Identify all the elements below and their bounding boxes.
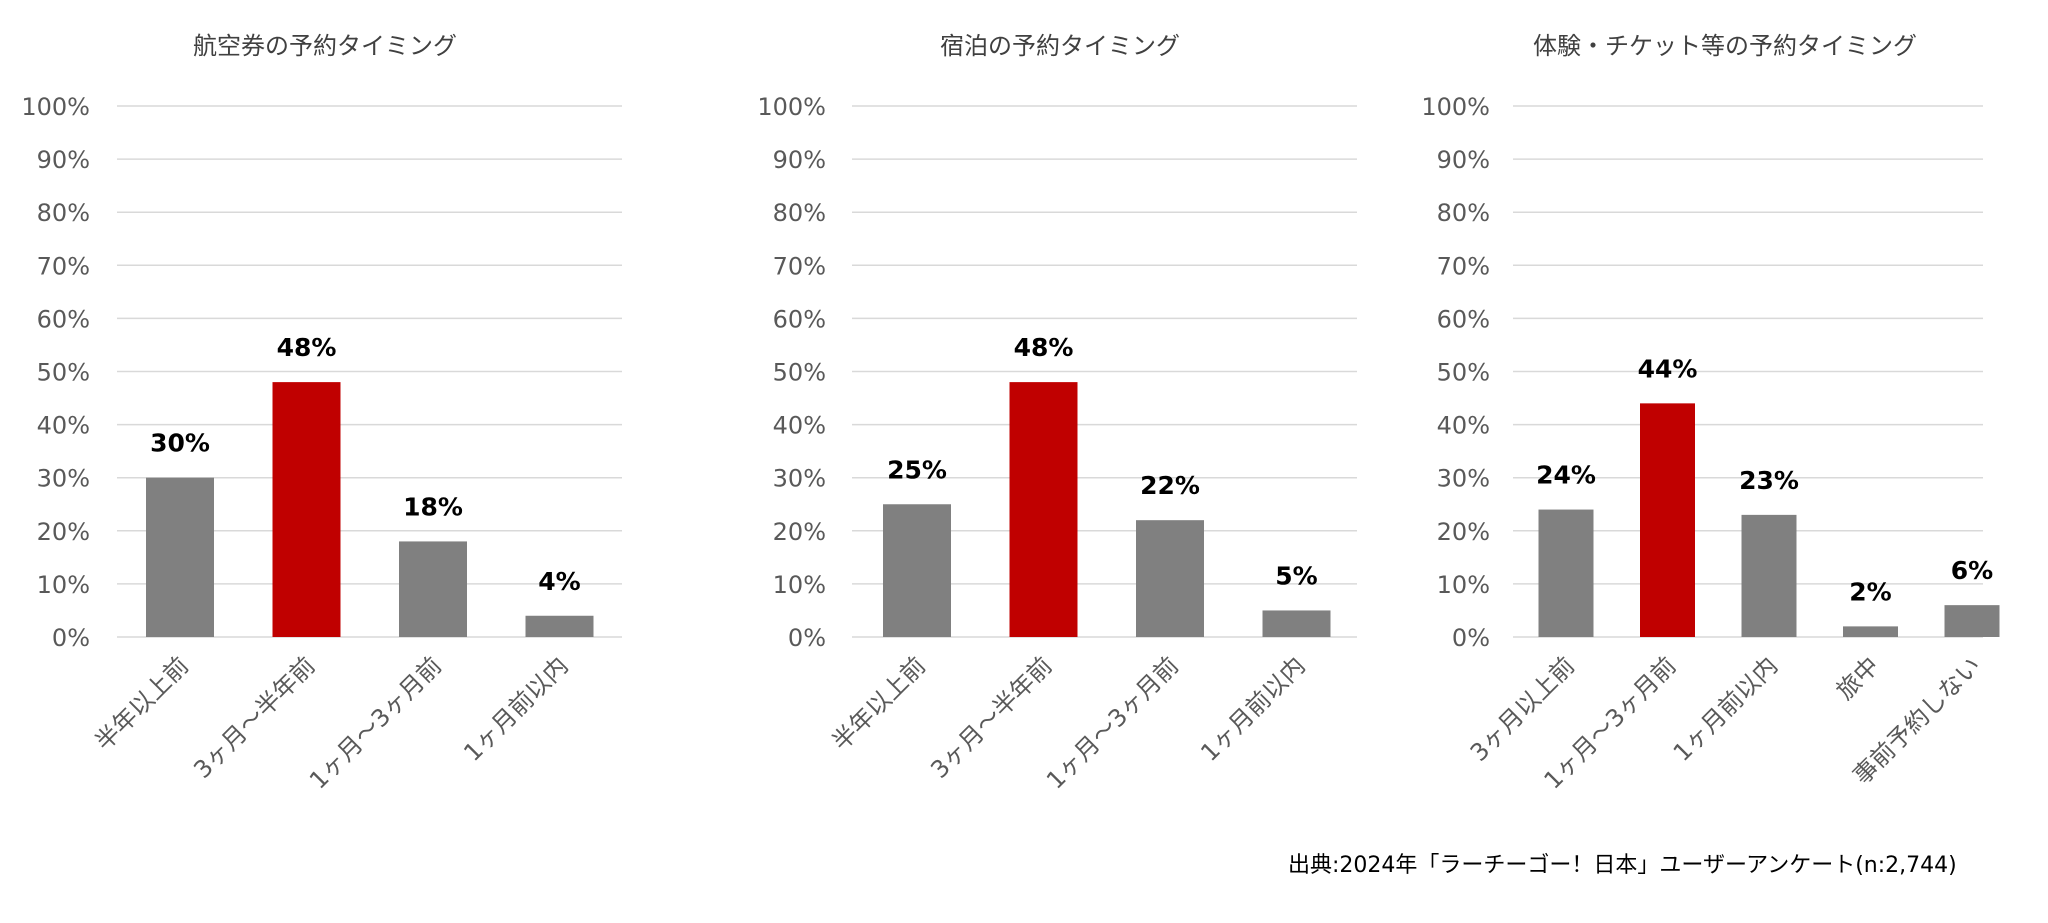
- y-tick-label: 20%: [37, 518, 90, 546]
- data-label: 25%: [887, 455, 947, 484]
- category-label: 旅中: [1831, 651, 1885, 705]
- bar-value: [1944, 605, 2000, 637]
- category-label: 1ヶ月～3ヶ月前: [1041, 651, 1184, 794]
- category-label: 1ヶ月前以内: [1195, 651, 1310, 766]
- category-label: 1ヶ月～3ヶ月前: [304, 651, 447, 794]
- y-tick-label: 30%: [773, 465, 826, 493]
- y-tick-label: 10%: [1437, 571, 1490, 599]
- data-label: 23%: [1739, 466, 1799, 495]
- chart-3: 体験・チケット等の予約タイミング 0% 10% 20% 30% 40% 50% 60% 70% 8…: [1421, 32, 2000, 795]
- y-tick-label: 90%: [1437, 146, 1490, 174]
- category-label: 1ヶ月前以内: [458, 651, 573, 766]
- category-label: 3ヶ月～半年前: [925, 651, 1057, 783]
- y-tick-label: 50%: [37, 359, 90, 387]
- y-tick-label: 0%: [1452, 624, 1490, 652]
- y-tick-label: 60%: [37, 305, 90, 333]
- bar-value: [1741, 514, 1797, 637]
- y-tick-label: 100%: [21, 93, 90, 121]
- category-label: 半年以上前: [827, 651, 932, 756]
- chart-title: 航空券の予約タイミング: [193, 32, 457, 60]
- y-tick-label: 0%: [788, 624, 826, 652]
- y-tick-label: 50%: [773, 359, 826, 387]
- bar-highlight: [272, 382, 341, 637]
- y-tick-label: 60%: [773, 305, 826, 333]
- bar-value: [1262, 610, 1331, 637]
- bar-value: [1843, 626, 1898, 637]
- y-tick-label: 20%: [1437, 518, 1490, 546]
- y-tick-label: 10%: [773, 571, 826, 599]
- category-label: 1ヶ月前以内: [1668, 651, 1783, 766]
- chart-title: 宿泊の予約タイミング: [940, 32, 1180, 60]
- y-tick-label: 80%: [37, 199, 90, 227]
- data-label: 48%: [1014, 333, 1074, 362]
- data-label: 22%: [1140, 471, 1200, 500]
- y-tick-label: 100%: [757, 93, 826, 121]
- data-label: 44%: [1638, 354, 1698, 383]
- chart-1: 航空券の予約タイミング 0% 10% 20% 30% 40% 50% 60% 70% 80% 90%…: [21, 32, 622, 795]
- y-tick-label: 30%: [1437, 465, 1490, 493]
- y-tick-label: 90%: [37, 146, 90, 174]
- chart-2: 宿泊の予約タイミング 0% 10% 20% 30% 40% 50% 60% 70% 80% 90% 1…: [757, 32, 1357, 795]
- y-tick-label: 50%: [1437, 359, 1490, 387]
- data-label: 18%: [403, 492, 463, 521]
- bar-value: [146, 477, 214, 637]
- y-tick-label: 30%: [37, 465, 90, 493]
- y-tick-label: 80%: [1437, 199, 1490, 227]
- bar-value: [1136, 520, 1204, 637]
- bar-value: [883, 504, 951, 637]
- y-tick-label: 100%: [1421, 93, 1490, 121]
- source-note: 出典:2024年「ラーチーゴー！日本」ユーザーアンケート(n:2,744): [1288, 853, 1957, 878]
- bar-value: [1538, 509, 1594, 637]
- data-label: 48%: [277, 333, 337, 362]
- data-label: 2%: [1849, 577, 1891, 606]
- chart-title: 体験・チケット等の予約タイミング: [1533, 32, 1917, 60]
- y-tick-label: 20%: [773, 518, 826, 546]
- y-tick-label: 40%: [1437, 412, 1490, 440]
- y-tick-label: 70%: [37, 252, 90, 280]
- y-tick-label: 80%: [773, 199, 826, 227]
- category-label: 半年以上前: [90, 651, 195, 756]
- bar-value: [399, 541, 467, 637]
- y-tick-label: 70%: [773, 252, 826, 280]
- y-tick-label: 10%: [37, 571, 90, 599]
- data-label: 24%: [1536, 461, 1596, 490]
- category-label: 3ヶ月～半年前: [188, 651, 320, 783]
- y-tick-label: 70%: [1437, 252, 1490, 280]
- bar-highlight: [1009, 382, 1078, 637]
- y-tick-label: 40%: [37, 412, 90, 440]
- bar-value: [525, 615, 594, 637]
- data-label: 5%: [1275, 561, 1317, 590]
- data-label: 4%: [538, 567, 580, 596]
- bar-highlight: [1640, 403, 1695, 637]
- y-tick-label: 40%: [773, 412, 826, 440]
- y-tick-label: 90%: [773, 146, 826, 174]
- data-label: 6%: [1951, 556, 1993, 585]
- data-label: 30%: [150, 429, 210, 458]
- y-tick-label: 60%: [1437, 305, 1490, 333]
- y-tick-label: 0%: [52, 624, 90, 652]
